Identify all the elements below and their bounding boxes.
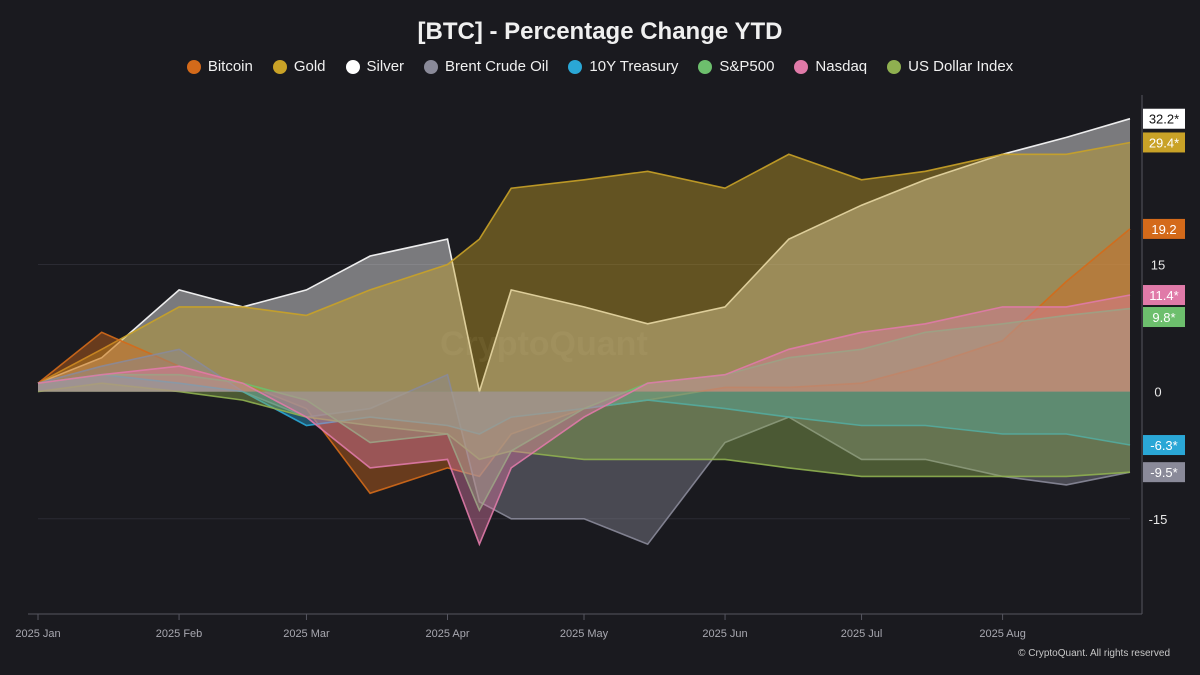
series-area-4 (38, 374, 1130, 445)
end-value-badge-bg (1143, 218, 1185, 239)
series-area-2 (38, 118, 1130, 392)
series-area-5 (38, 308, 1130, 511)
end-value-label: -6.3* (1150, 438, 1177, 453)
x-tick-label: 2025 Apr (425, 628, 469, 640)
series-area-3 (38, 349, 1130, 545)
legend-item-sp500[interactable]: S&P500 (698, 58, 774, 75)
series-line-7 (37, 382, 1131, 478)
series-area-1 (38, 142, 1130, 392)
y-tick-label: 15 (1151, 258, 1165, 273)
legend-swatch-bitcoin (186, 59, 201, 74)
legend-label-treasury: 10Y Treasury (589, 58, 679, 75)
x-tick-label: 2025 Jul (841, 628, 883, 640)
series-line-1 (37, 141, 1131, 384)
series-line-5 (37, 307, 1131, 513)
chart-title: [BTC] - Percentage Change YTD (417, 18, 783, 45)
legend-label-dxy: US Dollar Index (908, 58, 1014, 75)
end-value-label: 9.8* (1152, 310, 1175, 325)
legend-item-brent[interactable]: Brent Crude Oil (424, 58, 548, 75)
x-tick-label: 2025 Aug (979, 628, 1026, 640)
legend-swatch-gold (272, 59, 287, 74)
end-value-badge-bg (1143, 132, 1185, 153)
legend-swatch-dxy (887, 59, 902, 74)
legend-item-silver[interactable]: Silver (345, 58, 405, 75)
legend-label-silver: Silver (366, 58, 405, 75)
x-tick-label: 2025 Feb (156, 628, 202, 640)
legend-label-nasdaq: Nasdaq (815, 58, 868, 75)
legend-item-bitcoin[interactable]: Bitcoin (186, 58, 253, 75)
end-value-badge-bg (1143, 108, 1185, 129)
watermark: CryptoQuant (440, 325, 648, 363)
x-tick-label: 2025 May (560, 628, 609, 640)
end-value-label: 32.2* (1149, 112, 1179, 127)
end-value-badge: 29.4* (1143, 132, 1185, 153)
legend-swatch-sp500 (698, 59, 713, 74)
series-line-2 (37, 117, 1131, 395)
end-value-badge-bg (1143, 462, 1185, 483)
x-tick-label: 2025 Jan (15, 628, 60, 640)
y-tick-label: -15 (1149, 512, 1168, 527)
end-value-badge-bg (1143, 285, 1185, 306)
end-value-badge-bg (1143, 435, 1185, 456)
legend-swatch-silver (345, 59, 360, 74)
chart-legend: Bitcoin Gold Silver Brent Crude Oil 10Y … (0, 58, 1200, 75)
legend-label-brent: Brent Crude Oil (445, 58, 549, 75)
x-tick-label: 2025 Jun (702, 628, 747, 640)
legend-item-treasury[interactable]: 10Y Treasury (568, 58, 678, 75)
end-value-label: 11.4* (1149, 288, 1178, 303)
legend-label-gold: Gold (293, 58, 326, 75)
end-value-badge: 32.2* (1143, 108, 1185, 129)
end-value-label: 29.4* (1149, 135, 1179, 150)
x-tick-label: 2025 Mar (283, 628, 330, 640)
end-value-label: -9.5* (1150, 465, 1177, 480)
end-value-badge: 19.2 (1143, 218, 1185, 239)
legend-label-sp500: S&P500 (719, 58, 775, 75)
series-line-4 (37, 373, 1131, 446)
legend-swatch-nasdaq (794, 59, 809, 74)
series-line-6 (37, 294, 1131, 547)
legend-item-nasdaq[interactable]: Nasdaq (794, 58, 867, 75)
end-value-label: 19.2 (1151, 222, 1176, 237)
y-tick-label: 0 (1154, 385, 1161, 400)
legend-label-bitcoin: Bitcoin (207, 58, 253, 75)
legend-swatch-treasury (568, 59, 583, 74)
end-value-badge: 9.8* (1143, 307, 1185, 328)
legend-item-dxy[interactable]: US Dollar Index (887, 58, 1013, 75)
copyright-footer: © CryptoQuant. All rights reserved (1018, 648, 1170, 659)
series-area-7 (38, 383, 1130, 477)
series-line-3 (37, 348, 1131, 546)
end-value-badge: -9.5* (1143, 462, 1185, 483)
series-area-6 (38, 295, 1130, 545)
end-value-badge: -6.3* (1143, 435, 1185, 456)
legend-swatch-brent (424, 59, 439, 74)
end-value-badge-bg (1143, 307, 1185, 328)
legend-item-gold[interactable]: Gold (272, 58, 326, 75)
end-value-badge: 11.4* (1143, 285, 1185, 306)
